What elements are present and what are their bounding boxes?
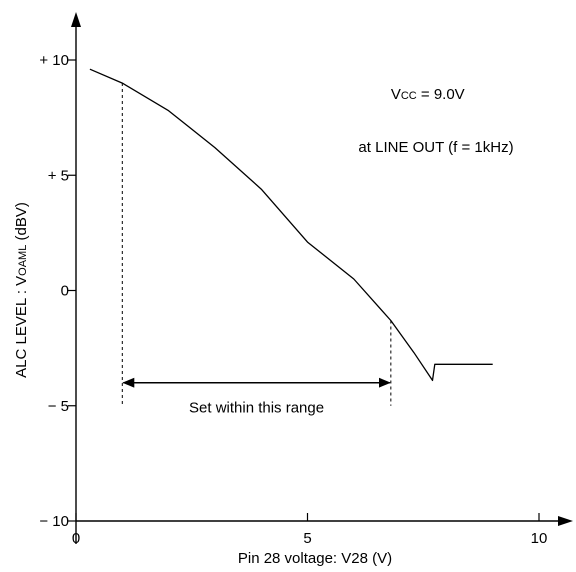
y-tick-label: − 5 <box>48 398 69 415</box>
y-tick-label: + 5 <box>48 167 69 184</box>
series-line <box>89 68 493 382</box>
x-tick-label: 5 <box>303 530 311 547</box>
annotation-text: at LINE OUT (f = 1kHz) <box>358 139 513 156</box>
range-label: Set within this range <box>189 400 324 417</box>
y-axis-arrow-icon <box>71 12 81 27</box>
annotations: VCC = 9.0V at LINE OUT (f = 1kHz) <box>358 86 513 156</box>
annotation-text: VCC = 9.0V <box>391 86 465 103</box>
x-tick-label: 0 <box>72 530 80 547</box>
x-tick-label: 10 <box>531 530 548 547</box>
y-axis-label: ALC LEVEL : VOAML (dBV) <box>13 202 30 378</box>
y-tick-label: 0 <box>61 283 69 300</box>
range-indicator: Set within this range <box>122 377 391 417</box>
x-axis-label: Pin 28 voltage: V28 (V) <box>238 550 392 567</box>
series-group <box>89 68 493 382</box>
y-tick-label: + 10 <box>39 52 69 69</box>
x-axis-arrow-icon <box>558 516 573 526</box>
y-tick-label: − 10 <box>39 513 69 530</box>
reference-lines <box>121 83 392 406</box>
axis-ticks: + 10+ 50− 5− 100 5 10 <box>39 52 547 547</box>
